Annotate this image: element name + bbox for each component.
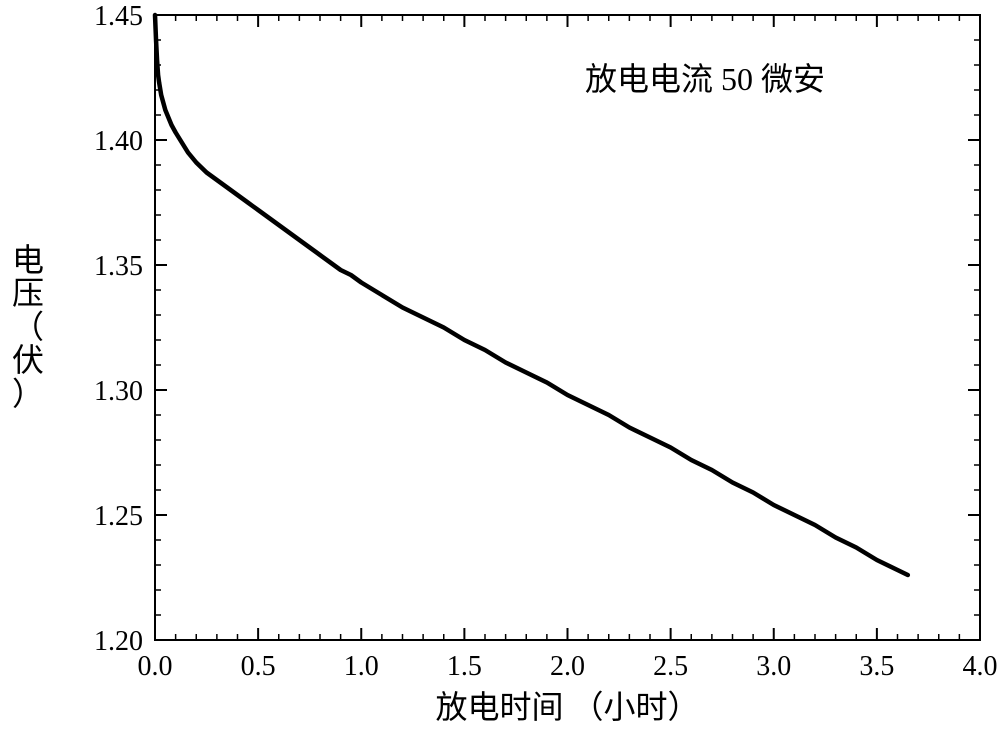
chart-svg: 0.00.51.01.52.02.53.03.54.01.201.251.301… <box>0 0 1000 738</box>
svg-text:放电时间 （小时）: 放电时间 （小时） <box>435 689 699 725</box>
discharge-chart: 0.00.51.01.52.02.53.03.54.01.201.251.301… <box>0 0 1000 738</box>
svg-text:1.35: 1.35 <box>94 251 143 282</box>
svg-text:1.0: 1.0 <box>344 651 379 682</box>
svg-text:1.20: 1.20 <box>94 626 143 657</box>
svg-text:放电电流 50 微安: 放电电流 50 微安 <box>585 61 825 97</box>
svg-text:1.40: 1.40 <box>94 126 143 157</box>
svg-text:1.45: 1.45 <box>94 1 143 32</box>
svg-text:0.5: 0.5 <box>241 651 276 682</box>
svg-text:2.5: 2.5 <box>653 651 688 682</box>
svg-text:3.5: 3.5 <box>859 651 894 682</box>
svg-text:1.30: 1.30 <box>94 376 143 407</box>
svg-text:1.5: 1.5 <box>447 651 482 682</box>
svg-text:4.0: 4.0 <box>963 651 998 682</box>
y-axis-label: 电压（伏） <box>12 244 44 412</box>
svg-text:3.0: 3.0 <box>756 651 791 682</box>
svg-text:1.25: 1.25 <box>94 501 143 532</box>
svg-text:2.0: 2.0 <box>550 651 585 682</box>
